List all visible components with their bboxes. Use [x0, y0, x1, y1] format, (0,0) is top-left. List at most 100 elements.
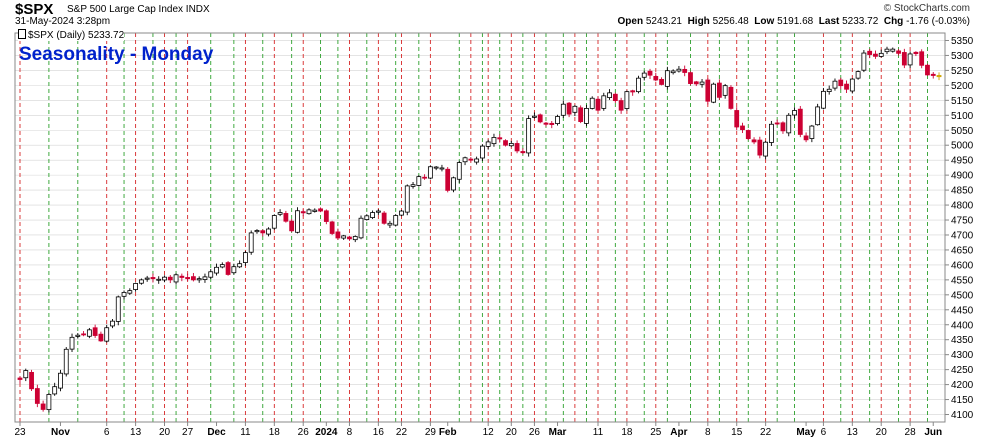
x-tick-label: 13 — [130, 427, 142, 438]
candle — [491, 133, 497, 147]
candle — [456, 160, 462, 183]
candle — [532, 112, 537, 119]
candle — [711, 82, 716, 104]
candle-body — [618, 100, 624, 111]
candle — [549, 121, 555, 129]
candle-body — [844, 83, 849, 90]
candle — [289, 219, 295, 233]
candle-body — [491, 137, 497, 145]
legend-candle-icon — [18, 29, 26, 39]
candle-body — [462, 157, 468, 163]
candle-body — [300, 211, 306, 214]
candle-body — [190, 276, 196, 281]
y-tick-label: 4300 — [951, 350, 974, 361]
candle — [670, 69, 676, 75]
candle-body — [815, 106, 821, 126]
candle-body — [485, 141, 491, 147]
candle — [786, 113, 792, 137]
candle-body — [826, 88, 832, 92]
candle — [300, 209, 306, 217]
x-tick-label: 20 — [506, 427, 518, 438]
candle — [890, 47, 896, 53]
candle-body — [347, 236, 352, 240]
candle-body — [289, 220, 295, 232]
candle-body — [549, 122, 555, 125]
candle — [208, 269, 214, 279]
candle-body — [162, 276, 167, 281]
x-tick-label: Jun — [924, 427, 942, 438]
y-tick-label: 4450 — [951, 305, 974, 316]
candle-body — [566, 102, 572, 115]
candle-body — [127, 290, 133, 294]
candle-body — [745, 130, 751, 140]
last-label: Last — [818, 16, 840, 27]
candle-body — [104, 327, 110, 342]
candle — [23, 368, 29, 382]
candle — [716, 79, 722, 100]
ohlc-readout: Open 5243.21 High 5256.48 Low 5191.68 La… — [618, 16, 971, 27]
candle-body — [433, 166, 439, 169]
candle-body — [601, 95, 607, 109]
candle-body — [919, 51, 925, 66]
candle — [468, 157, 474, 162]
candle-body — [890, 48, 896, 52]
candle-body — [237, 263, 243, 268]
candle-body — [208, 271, 214, 278]
candle — [202, 273, 208, 283]
candle-body — [624, 91, 630, 109]
candle — [763, 140, 769, 160]
candle-body — [740, 125, 745, 131]
candle — [387, 220, 393, 229]
candle-body — [381, 212, 387, 224]
candle-body — [260, 230, 266, 234]
candle — [260, 229, 266, 237]
candle — [508, 140, 514, 147]
candle — [792, 107, 797, 119]
x-tick-label: 15 — [731, 427, 743, 438]
candle-body — [445, 168, 451, 191]
candle — [745, 129, 751, 141]
candle-body — [370, 212, 375, 218]
candle-body — [138, 279, 144, 284]
y-tick-label: 4150 — [951, 395, 974, 406]
candlesticks — [17, 46, 942, 413]
candle — [578, 105, 584, 124]
x-tick-label: Apr — [670, 427, 687, 438]
x-tick-label: 18 — [621, 427, 633, 438]
candle — [514, 140, 520, 154]
candle-body — [676, 68, 682, 72]
x-tick-label: 29 — [425, 427, 437, 438]
candle — [919, 49, 925, 69]
candle — [150, 273, 156, 283]
candle-body — [497, 137, 503, 140]
y-tick-label: 4350 — [951, 335, 974, 346]
candle-body — [670, 70, 676, 74]
chart-date: 31-May-2024 3:28pm — [15, 16, 111, 27]
y-tick-label: 4800 — [951, 201, 974, 212]
candle-body — [427, 166, 433, 179]
candle-body — [659, 78, 664, 85]
candle-body — [641, 72, 647, 78]
stockcharts-credit[interactable]: © StockCharts.com — [883, 3, 970, 14]
plot-frame — [14, 32, 946, 423]
candle-body — [254, 230, 260, 233]
candle-body — [907, 53, 913, 66]
candle — [318, 207, 323, 213]
candle-body — [757, 139, 763, 156]
candle-body — [734, 110, 740, 128]
candle — [497, 134, 503, 143]
candle — [404, 184, 410, 216]
candle — [722, 83, 728, 99]
x-tick-label: 23 — [14, 427, 26, 438]
y-tick-label: 5100 — [951, 111, 974, 122]
candle — [329, 220, 335, 236]
y-tick-label: 4100 — [951, 410, 974, 421]
candle-body — [46, 394, 52, 411]
candle-body — [219, 264, 225, 268]
candle — [526, 115, 532, 157]
candle-body — [69, 336, 75, 350]
x-tick-label: 11 — [593, 427, 604, 438]
candle — [809, 124, 815, 143]
candle-body — [769, 123, 774, 143]
